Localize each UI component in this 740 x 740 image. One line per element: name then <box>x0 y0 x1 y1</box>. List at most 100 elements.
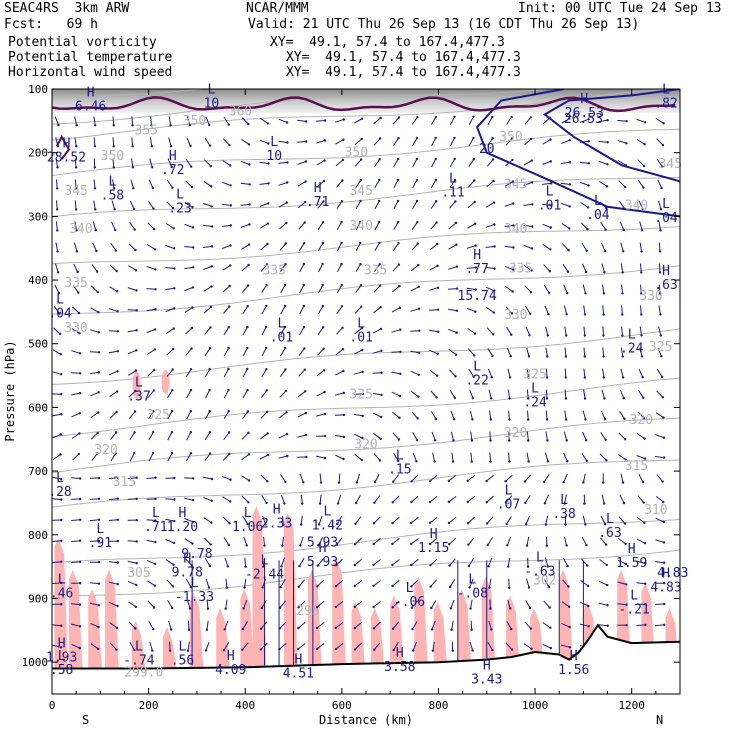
wind-arrow-head <box>527 439 530 442</box>
wind-arrow <box>242 389 248 399</box>
wind-arrow <box>600 242 606 252</box>
wind-arrow-head <box>586 206 590 209</box>
wind-arrow-head <box>222 648 226 652</box>
wind-arrow-head <box>642 164 646 168</box>
extremum-value: 10 <box>266 149 282 164</box>
wind-arrow <box>299 326 305 336</box>
wind-arrow <box>561 202 570 207</box>
wind-arrow-head <box>223 628 226 631</box>
wind-arrow <box>429 369 438 377</box>
wind-arrow <box>373 559 382 566</box>
wind-arrow-head <box>378 263 381 266</box>
wind-arrow <box>412 137 418 147</box>
terrain-line <box>52 623 680 670</box>
wind-arrow-head <box>56 271 60 274</box>
wind-arrow <box>317 579 325 587</box>
wind-arrow-head <box>508 439 511 442</box>
wind-arrow-head <box>154 328 157 331</box>
extremum-value: .82 <box>654 96 677 111</box>
wind-arrow <box>261 284 267 293</box>
wind-arrow <box>617 581 627 585</box>
wind-arrow-head <box>625 142 628 145</box>
wind-arrow <box>561 622 570 628</box>
wind-arrow-head <box>602 334 605 337</box>
wind-arrow-head <box>189 452 193 455</box>
wind-arrow <box>185 368 192 378</box>
isentrope-line <box>52 89 554 125</box>
wind-arrow <box>184 477 194 479</box>
wind-arrow-head <box>587 604 590 608</box>
wind-arrow-head <box>208 431 212 434</box>
wind-arrow <box>336 515 343 525</box>
wind-arrow-head <box>378 459 382 462</box>
extremum-letter: H <box>430 527 438 542</box>
wind-arrow-head <box>505 522 508 526</box>
wind-arrow <box>372 328 382 334</box>
wind-arrow-head <box>78 625 82 628</box>
wind-arrow <box>449 137 455 147</box>
wind-arrow-head <box>658 271 662 274</box>
wind-arrow-head <box>322 347 325 350</box>
wind-arrow-head <box>302 262 306 266</box>
x-tick-label: 1200 <box>618 699 645 712</box>
wind-arrow-head <box>662 500 665 504</box>
wind-arrow <box>600 432 607 441</box>
wind-arrow-head <box>173 498 176 501</box>
wind-arrow-head <box>622 376 625 379</box>
wind-arrow-head <box>587 140 590 143</box>
wind-arrow <box>658 305 661 315</box>
wind-arrow-head <box>134 369 138 372</box>
wind-arrow-head <box>115 648 118 651</box>
wind-arrow <box>240 203 250 206</box>
wind-arrow-head <box>208 388 211 392</box>
wind-arrow-head <box>568 161 572 164</box>
wind-arrow <box>260 621 268 630</box>
wind-arrow-head <box>303 221 306 224</box>
wind-arrow <box>147 390 155 398</box>
wind-arrow <box>280 326 286 336</box>
wind-arrow-head <box>244 565 247 568</box>
wind-arrow-head <box>284 480 287 484</box>
wind-arrow <box>108 350 118 354</box>
wind-arrow <box>129 642 135 651</box>
wind-arrow-head <box>587 118 590 121</box>
wind-arrow-head <box>508 397 511 400</box>
wind-arrow <box>451 641 454 651</box>
wind-arrow-head <box>417 373 421 376</box>
wind-arrow <box>449 389 456 399</box>
wind-arrow <box>300 494 303 504</box>
wind-arrow-head <box>77 311 81 315</box>
wind-arrow <box>639 242 643 252</box>
wind-arrow <box>579 623 589 627</box>
wind-arrow-head <box>512 246 515 249</box>
wind-arrow-head <box>397 438 401 441</box>
wind-arrow-head <box>549 226 553 229</box>
wind-arrow-head <box>453 115 456 119</box>
wind-arrow-head <box>247 122 250 126</box>
wind-arrow <box>355 494 361 504</box>
wind-arrow <box>55 221 58 231</box>
wind-arrow-head <box>491 158 495 161</box>
wind-arrow-head <box>472 375 475 379</box>
wind-arrow <box>129 432 136 441</box>
wind-arrow-head <box>547 585 550 589</box>
extremum-value: .58 <box>101 189 124 204</box>
wind-arrow <box>602 368 605 378</box>
wind-arrow <box>467 348 475 356</box>
wind-arrow-head <box>454 200 457 203</box>
wind-arrow-head <box>227 410 230 413</box>
wind-arrow <box>655 624 665 627</box>
wind-arrow-head <box>527 397 530 400</box>
wind-arrow-head <box>335 543 338 546</box>
wind-arrow-head <box>504 480 507 483</box>
wind-arrow <box>149 641 153 651</box>
wind-arrow-head <box>640 250 643 253</box>
extremum-value: 5.93 <box>307 555 338 570</box>
wind-arrow <box>542 622 551 629</box>
wind-arrow-head <box>58 312 61 315</box>
y-tick-label: 900 <box>28 592 48 605</box>
wind-arrow <box>656 158 663 167</box>
wind-arrow <box>259 161 269 164</box>
wind-arrow-head <box>302 481 305 484</box>
wind-arrow-head <box>227 123 230 126</box>
